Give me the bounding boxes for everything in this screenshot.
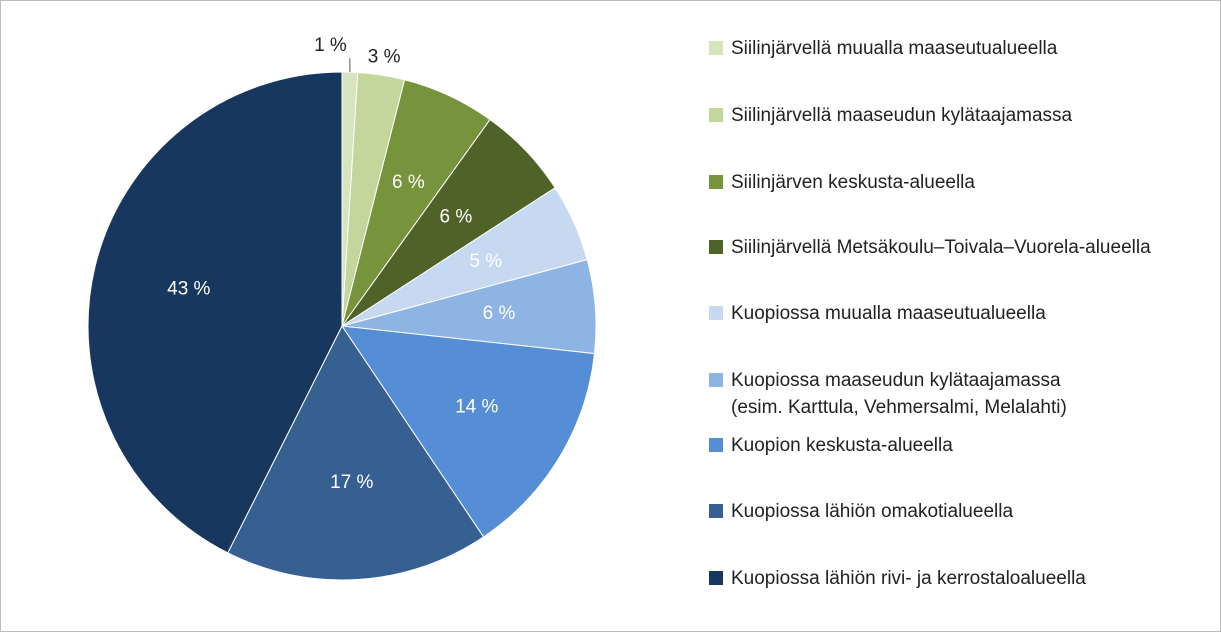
pie-slice — [340, 325, 596, 538]
legend-item: Siilinjärvellä Metsäkoulu–Toivala–Vuorel… — [709, 234, 1179, 261]
data-label: 1 % — [314, 35, 347, 56]
pie-slice — [227, 325, 485, 581]
data-label: 14 % — [455, 397, 498, 418]
pie-slice — [87, 71, 343, 554]
legend-swatch — [709, 373, 723, 387]
legend-item: Kuopiossa maaseudun kylätaajamassa (esim… — [709, 367, 1179, 421]
legend-swatch — [709, 108, 723, 122]
legend-item: Siilinjärvellä maaseudun kylätaajamassa — [709, 102, 1179, 129]
legend-swatch — [709, 571, 723, 585]
legend-item: Kuopion keskusta-alueella — [709, 432, 1179, 459]
legend-swatch — [709, 504, 723, 518]
legend-swatch — [709, 240, 723, 254]
legend-label: Siilinjärvellä maaseudun kylätaajamassa — [731, 105, 1073, 126]
legend-label: Kuopion keskusta-alueella — [731, 435, 953, 456]
legend-label: Siilinjärvellä Metsäkoulu–Toivala–Vuorel… — [731, 237, 1151, 258]
data-label: 17 % — [330, 472, 373, 493]
legend-swatch — [709, 306, 723, 320]
legend-label: Kuopiossa lähiön rivi- ja kerrostaloalue… — [731, 568, 1086, 589]
legend-label: Kuopiossa muualla maaseutualueella — [731, 303, 1046, 324]
legend-label: Siilinjärvellä muualla maaseutualueella — [731, 38, 1058, 59]
data-label: 6 % — [483, 303, 516, 324]
legend-label: Kuopiossa maaseudun kylätaajamassa (esim… — [731, 370, 1067, 418]
data-label: 5 % — [469, 251, 502, 272]
legend-item: Kuopiossa lähiön omakotialueella — [709, 498, 1179, 525]
legend-swatch — [709, 41, 723, 55]
legend-item: Siilinjärven keskusta-alueella — [709, 169, 1179, 196]
legend-item: Siilinjärvellä muualla maaseutualueella — [709, 35, 1179, 62]
legend-label: Kuopiossa lähiön omakotialueella — [731, 501, 1014, 522]
legend-swatch — [709, 438, 723, 452]
data-label: 6 % — [392, 172, 425, 193]
data-label: 3 % — [368, 46, 401, 67]
pie: 1 % 3 % 6 % 6 % 5 % 6 % 14 % 17 % 43 % — [87, 35, 597, 581]
legend-swatch — [709, 175, 723, 189]
legend-item: Kuopiossa lähiön rivi- ja kerrostaloalue… — [709, 565, 1179, 592]
data-label: 6 % — [440, 206, 473, 227]
data-label: 43 % — [167, 279, 210, 300]
legend-item: Kuopiossa muualla maaseutualueella — [709, 300, 1179, 327]
legend-label: Siilinjärven keskusta-alueella — [731, 172, 975, 193]
